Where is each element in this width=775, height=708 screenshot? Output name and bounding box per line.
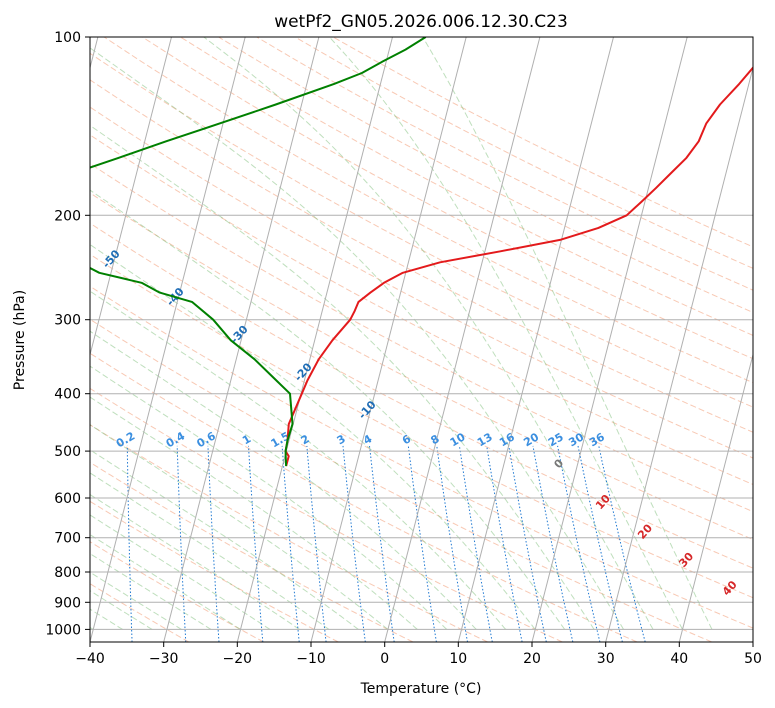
isotherm-line: [384, 37, 541, 642]
isotherm-line: [90, 37, 246, 642]
y-tick-label: 600: [54, 491, 81, 507]
x-axis-label: Temperature (°C): [360, 681, 482, 697]
moist-adiabats: [90, 37, 713, 630]
x-tick-label: 40: [670, 651, 688, 667]
dry-adiabat-line: [90, 461, 414, 642]
isotherm-line: [605, 65, 753, 642]
dry-adiabat-line: [90, 192, 753, 541]
mixing-ratio-line: [407, 445, 437, 642]
y-tick-label: 1000: [45, 622, 81, 638]
dry-adiabat-line: [90, 134, 753, 486]
x-tick-label: 10: [449, 651, 467, 667]
moist-adiabat-line: [90, 514, 271, 630]
plot-area: 0.10.20.40.611.52346810131620253036-100-…: [90, 37, 753, 642]
moist-adiabat-line: [90, 424, 389, 630]
isotherm-line: [236, 37, 393, 642]
mixing-ratio-line: [248, 445, 264, 642]
isotherm-line: [163, 37, 320, 642]
moist-adiabat-line: [90, 396, 418, 630]
mixing-ratio-line: [486, 445, 523, 642]
chart-title: wetPf2_GN05.2026.006.12.30.C23: [274, 12, 568, 32]
dry-adiabat-line: [90, 318, 712, 642]
dry-adiabat-line: [90, 583, 190, 642]
mixing-ratio-line: [557, 445, 601, 642]
y-tick-label: 300: [54, 313, 81, 329]
mixing-ratio-line: [369, 445, 395, 642]
moist-adiabat-line: [90, 330, 477, 630]
temperature-trace: [284, 66, 753, 467]
y-tick-label: 500: [54, 444, 81, 460]
y-tick-label: 100: [54, 30, 81, 46]
mixing-ratio-line: [281, 445, 300, 642]
mixing-ratio-line: [577, 445, 623, 642]
mixing-ratio-line: [207, 445, 220, 642]
y-tick-label: 900: [54, 595, 81, 611]
x-tick-label: 30: [597, 651, 615, 667]
mixing-ratio-line: [532, 445, 574, 642]
isotherm-line: [678, 352, 753, 642]
x-tick-label: −30: [149, 651, 179, 667]
moist-adiabat-line: [90, 124, 595, 630]
moist-adiabat-line: [329, 37, 684, 630]
y-tick-label: 800: [54, 565, 81, 581]
mixing-ratio-line: [508, 445, 547, 642]
x-tick-label: −10: [296, 651, 326, 667]
moist-adiabat-line: [90, 243, 536, 630]
moist-adiabat-line: [90, 365, 448, 630]
dry-adiabat-line: [90, 79, 753, 433]
moist-adiabat-line: [90, 47, 625, 630]
mixing-ratio-line: [436, 445, 468, 642]
moist-adiabat-line: [90, 493, 300, 630]
isotherm-line: [90, 37, 172, 357]
x-tick-label: 20: [523, 651, 541, 667]
moist-adiabat-line: [90, 449, 359, 630]
mixing-ratio-line: [126, 445, 133, 642]
x-tick-label: −20: [223, 651, 253, 667]
moist-adiabat-line: [422, 37, 713, 630]
y-tick-label: 700: [54, 531, 81, 547]
dry-adiabat-line: [90, 222, 753, 569]
dewpoint-trace: [90, 37, 427, 467]
moist-adiabat-line: [90, 189, 566, 630]
moist-adiabat-line: [203, 37, 654, 630]
dry-adiabat-line: [90, 52, 753, 408]
dry-adiabat-line: [142, 37, 753, 360]
x-tick-label: 0: [380, 651, 389, 667]
mixing-ratio-line: [176, 445, 187, 642]
dry-adiabat-line: [90, 387, 563, 642]
dry-adiabat-line: [103, 37, 753, 384]
dry-adiabat-line: [218, 37, 753, 313]
isotherm-line: [310, 37, 467, 642]
moist-adiabat-line: [90, 290, 507, 630]
y-axis-label: Pressure (hPa): [12, 290, 28, 390]
isotherm-line: [457, 37, 614, 642]
mixing-ratio-line: [458, 445, 493, 642]
dry-adiabat-line: [90, 162, 753, 513]
isotherm-line: [531, 37, 688, 642]
isotherm-grid: [90, 37, 753, 642]
dry-adiabat-line: [90, 424, 488, 642]
x-tick-label: −40: [75, 651, 105, 667]
sounding-traces: [90, 37, 753, 467]
dry-adiabat-line: [90, 541, 264, 642]
mixing-ratio-line: [598, 445, 646, 642]
plot-frame: [89, 36, 754, 643]
x-tick-label: 50: [744, 651, 762, 667]
axes: −40 −30 −20 −10 0 10 20 30 40 50 100 200 300 400 500 60…: [45, 30, 762, 667]
mixing-ratio-lines: [126, 445, 646, 642]
y-tick-label: 400: [54, 387, 81, 403]
moist-adiabat-line: [90, 472, 330, 630]
y-tick-label: 200: [54, 208, 81, 224]
